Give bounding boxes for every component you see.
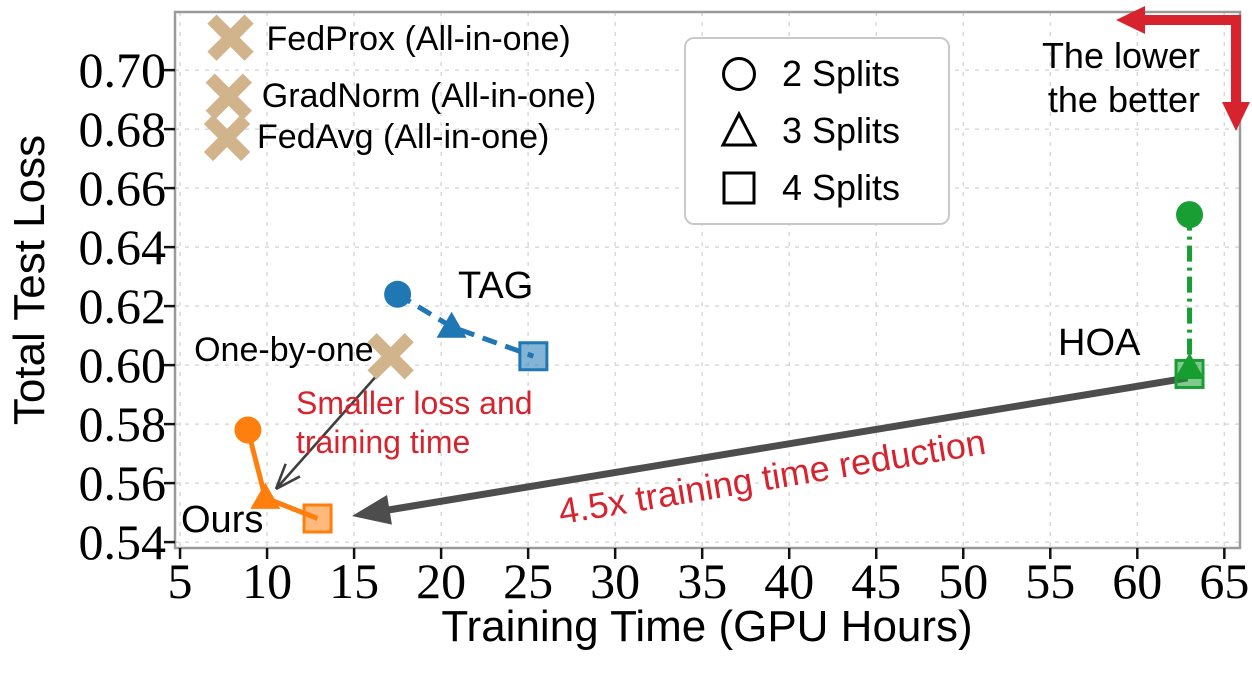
x-tick-label: 60 xyxy=(1112,553,1163,609)
baseline-label-1: GradNorm (All-in-one) xyxy=(261,76,597,115)
marker-ours-square xyxy=(302,503,333,534)
series-label-hoa: HOA xyxy=(1058,322,1141,364)
y-tick-label: 0.64 xyxy=(78,219,167,276)
marker-tag-square xyxy=(518,341,549,372)
x-tick-label: 5 xyxy=(167,553,193,609)
y-tick-label: 0.58 xyxy=(78,396,167,453)
marker-ours-triangle xyxy=(250,482,281,509)
baseline-label-0: FedProx (All-in-one) xyxy=(266,19,571,58)
legend-label: 3 Splits xyxy=(782,109,901,151)
marker-baseline-0 xyxy=(207,14,254,61)
baseline-label-3: One-by-one xyxy=(194,331,374,370)
x-tick-label: 35 xyxy=(677,553,728,609)
triangle-marker-icon xyxy=(720,110,758,147)
legend-label: 2 Splits xyxy=(782,52,901,94)
series-label-tag: TAG xyxy=(458,265,534,307)
axes xyxy=(164,10,1242,559)
x-tick-label: 30 xyxy=(590,553,641,609)
marker-hoa-circle xyxy=(1176,201,1204,229)
marker-baseline-3 xyxy=(367,333,414,380)
baseline-label-2: FedAvg (All-in-one) xyxy=(257,117,550,156)
marker-ours-circle xyxy=(234,416,262,444)
x-tick-label: 10 xyxy=(242,553,293,609)
x-tick-label: 50 xyxy=(938,553,989,609)
y-tick-label: 0.66 xyxy=(78,160,167,217)
annotation-lower-better: The lower the better xyxy=(1041,35,1200,120)
annotation-smaller-loss: Smaller loss and training time xyxy=(296,385,533,460)
x-tick-label: 55 xyxy=(1025,553,1076,609)
marker-hoa-square xyxy=(1174,358,1205,389)
x-tick-label: 20 xyxy=(416,553,467,609)
marker-tag-circle xyxy=(384,280,412,308)
marker-baseline-2 xyxy=(203,114,251,162)
circle-marker-icon xyxy=(722,56,756,91)
annotation-arrows xyxy=(274,363,1189,525)
y-tick-label: 0.60 xyxy=(78,337,167,394)
series-markers xyxy=(203,14,1205,534)
x-tick-label: 25 xyxy=(503,553,554,609)
marker-legend: 2 Splits 3 Splits 4 Splits xyxy=(684,37,950,225)
x-tick-label: 45 xyxy=(851,553,902,609)
y-tick-label: 0.70 xyxy=(78,42,167,99)
time-reduction-arrow xyxy=(352,374,1189,525)
y-tick-label: 0.62 xyxy=(78,278,167,335)
y-tick-label: 0.68 xyxy=(78,101,167,158)
legend-label: 4 Splits xyxy=(782,167,901,209)
series-label-ours: Ours xyxy=(181,499,264,541)
y-axis-label: Total Test Loss xyxy=(5,134,54,426)
legend-item-3-splits: 3 Splits xyxy=(716,108,948,154)
marker-tag-triangle xyxy=(436,311,467,338)
smaller-loss-arrow xyxy=(274,363,388,491)
x-tick-label: 40 xyxy=(764,553,815,609)
legend-item-4-splits: 4 Splits xyxy=(716,165,948,211)
marker-baseline-1 xyxy=(205,73,252,120)
x-tick-label: 65 xyxy=(1199,553,1250,609)
x-tick-label: 15 xyxy=(329,553,380,609)
square-marker-icon xyxy=(722,171,756,205)
legend-item-2-splits: 2 Splits xyxy=(716,51,948,97)
lower-better-arrow xyxy=(1116,6,1250,131)
x-axis-label: Training Time (GPU Hours) xyxy=(441,602,973,651)
y-tick-label: 0.56 xyxy=(78,455,167,512)
y-tick-label: 0.54 xyxy=(78,514,167,571)
